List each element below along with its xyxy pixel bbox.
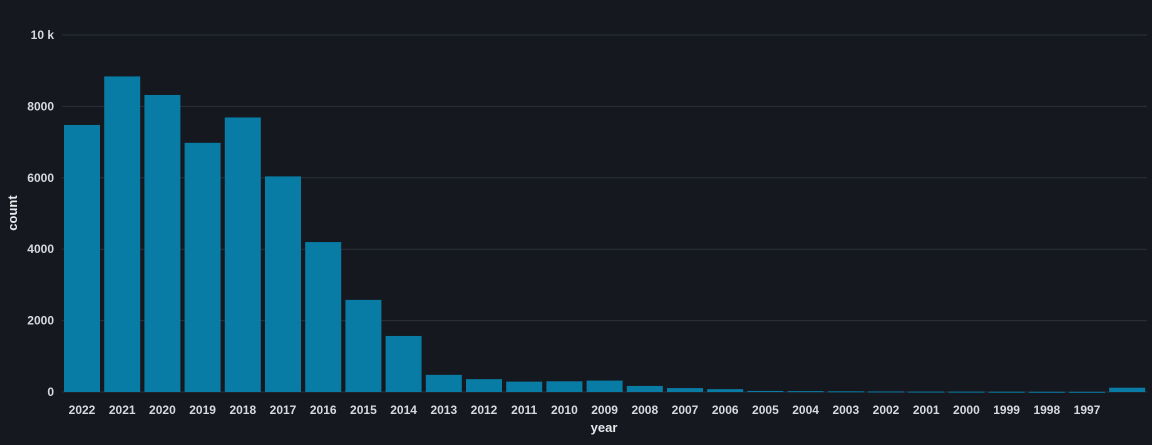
bar[interactable] [144,94,181,392]
x-tick-label: 2015 [350,403,377,417]
bar[interactable] [868,391,904,393]
x-tick-label: 2009 [591,403,618,417]
x-tick-label: 1997 [1074,403,1101,417]
bar[interactable] [787,391,824,393]
bar[interactable] [305,242,342,392]
x-tick-label: 2002 [873,403,900,417]
x-axis-ticks: 2022 2021 2020 2019 2018 2017 2016 2015 2014 2013… [69,403,1101,417]
x-tick-label: 2013 [430,403,457,417]
bar[interactable] [667,388,703,392]
x-tick-label: 2018 [229,403,256,417]
bar[interactable] [586,380,623,392]
bar[interactable] [546,381,583,392]
x-tick-label: 2020 [149,403,176,417]
x-tick-label: 2003 [832,403,859,417]
x-tick-label: 2005 [752,403,779,417]
x-tick-label: 2006 [712,403,739,417]
bar[interactable] [988,391,1025,393]
bar[interactable] [747,390,784,392]
x-tick-label: 1999 [993,403,1020,417]
bar[interactable] [1069,391,1105,393]
y-tick-label: 2000 [27,314,54,328]
grid-lines [62,34,1147,393]
x-tick-label: 2001 [913,403,940,417]
bar[interactable] [104,76,141,393]
x-tick-label: 2008 [631,403,658,417]
x-tick-label: 2010 [551,403,578,417]
bar[interactable] [466,379,502,392]
x-tick-label: 2019 [189,403,216,417]
bars [64,76,1146,393]
x-tick-label: 2004 [792,403,819,417]
bar[interactable] [1028,391,1065,393]
bar[interactable] [707,389,744,392]
x-tick-label: 2000 [953,403,980,417]
y-tick-label: 10 k [31,28,55,42]
y-tick-label: 6000 [27,171,54,185]
x-tick-label: 2021 [109,403,136,417]
x-tick-label: 2022 [69,403,96,417]
x-tick-label: 2014 [390,403,417,417]
bar[interactable] [827,391,864,393]
bar[interactable] [224,117,261,392]
bar[interactable] [908,391,945,393]
x-tick-label: 2016 [310,403,337,417]
bar[interactable] [626,385,663,392]
y-axis-ticks: 0 2000 4000 6000 8000 10 k [27,28,54,399]
bar[interactable] [64,124,100,393]
bar[interactable] [184,142,221,392]
y-tick-label: 4000 [27,242,54,256]
x-tick-label: 2007 [672,403,699,417]
x-axis-title: year [591,420,618,435]
x-tick-label: 1998 [1033,403,1060,417]
y-tick-label: 0 [47,385,54,399]
x-tick-label: 2011 [511,403,537,417]
x-tick-label: 2012 [471,403,498,417]
bar[interactable] [385,335,422,392]
bar[interactable] [265,176,301,392]
y-tick-label: 8000 [27,99,54,113]
bar[interactable] [345,299,382,392]
x-tick-label: 2017 [270,403,297,417]
bar[interactable] [506,381,543,392]
bar[interactable] [1109,387,1146,392]
y-axis-title: count [5,195,20,231]
bar[interactable] [948,391,985,393]
bar[interactable] [425,374,462,392]
